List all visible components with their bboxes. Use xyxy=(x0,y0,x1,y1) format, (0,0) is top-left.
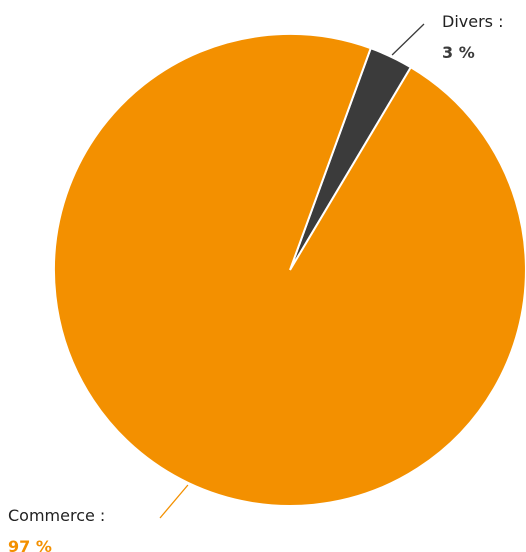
slice-value-commerce: 97 % xyxy=(8,537,52,552)
leader-line-commerce xyxy=(159,484,189,519)
pie-slice-commerce xyxy=(53,33,526,507)
slices-layer xyxy=(53,33,526,507)
slice-label-divers: Divers : xyxy=(442,12,503,31)
labels-layer: Divers : 3 % Commerce : 97 % xyxy=(8,12,503,552)
leader-line-divers xyxy=(391,23,425,56)
slice-value-divers: 3 % xyxy=(442,43,475,62)
slice-label-commerce: Commerce : xyxy=(8,506,105,525)
leader-lines-layer xyxy=(159,23,425,519)
